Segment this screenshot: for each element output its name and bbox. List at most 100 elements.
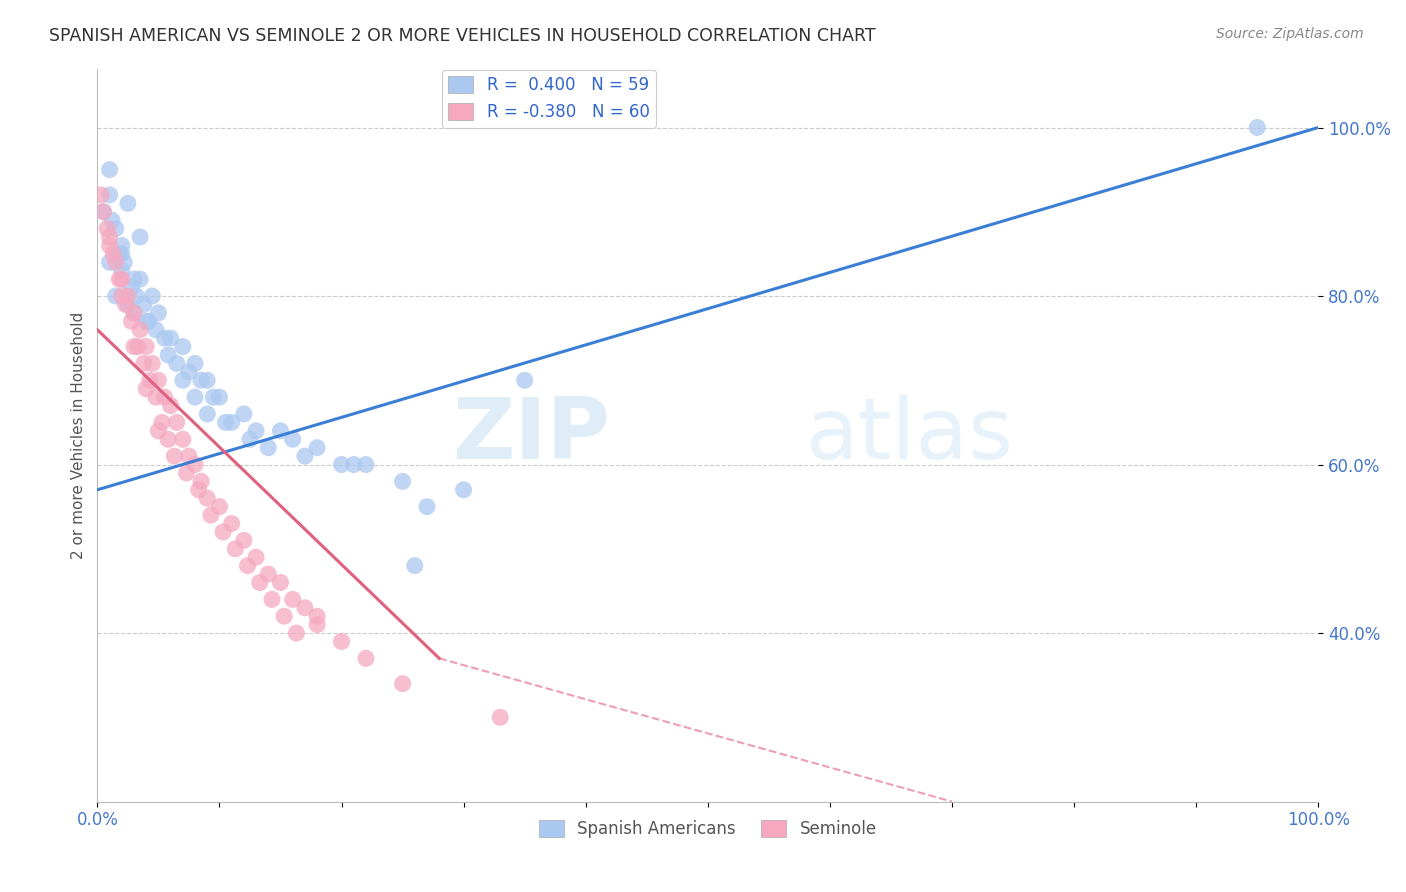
Point xyxy=(257,567,280,582)
Point xyxy=(125,289,148,303)
Point xyxy=(122,306,145,320)
Point xyxy=(111,247,134,261)
Point xyxy=(90,188,112,202)
Point xyxy=(122,340,145,354)
Point xyxy=(153,390,176,404)
Point xyxy=(112,255,135,269)
Point xyxy=(157,432,180,446)
Legend: Spanish Americans, Seminole: Spanish Americans, Seminole xyxy=(533,813,883,845)
Point xyxy=(157,348,180,362)
Point xyxy=(257,441,280,455)
Point xyxy=(307,609,329,624)
Point xyxy=(129,272,152,286)
Point xyxy=(122,306,145,320)
Point xyxy=(166,416,188,430)
Point xyxy=(190,373,212,387)
Point xyxy=(121,280,143,294)
Point xyxy=(159,331,181,345)
Point xyxy=(104,221,127,235)
Point xyxy=(114,297,136,311)
Point xyxy=(391,475,413,489)
Point xyxy=(139,373,162,387)
Point xyxy=(184,356,207,370)
Point xyxy=(416,500,439,514)
Point xyxy=(135,382,157,396)
Point xyxy=(129,323,152,337)
Point xyxy=(285,626,308,640)
Point xyxy=(111,238,134,252)
Point xyxy=(98,255,121,269)
Point xyxy=(172,340,194,354)
Point xyxy=(391,676,413,690)
Point xyxy=(195,491,218,506)
Text: atlas: atlas xyxy=(806,393,1014,476)
Point xyxy=(135,314,157,328)
Point xyxy=(172,373,194,387)
Point xyxy=(108,272,131,286)
Point xyxy=(122,272,145,286)
Point xyxy=(260,592,283,607)
Point xyxy=(200,508,222,522)
Point xyxy=(221,416,243,430)
Point xyxy=(121,314,143,328)
Point xyxy=(212,524,235,539)
Point xyxy=(148,373,170,387)
Point xyxy=(232,407,254,421)
Point xyxy=(202,390,225,404)
Point xyxy=(269,575,291,590)
Point xyxy=(138,314,160,328)
Point xyxy=(108,247,131,261)
Point xyxy=(184,390,207,404)
Point xyxy=(132,356,155,370)
Point xyxy=(195,373,218,387)
Point xyxy=(93,204,115,219)
Point xyxy=(249,575,271,590)
Point xyxy=(150,416,173,430)
Point xyxy=(453,483,475,497)
Point xyxy=(307,441,329,455)
Point xyxy=(294,449,316,463)
Point xyxy=(195,407,218,421)
Point xyxy=(330,634,353,648)
Point xyxy=(245,424,267,438)
Point xyxy=(269,424,291,438)
Point xyxy=(93,204,115,219)
Point xyxy=(117,297,139,311)
Point xyxy=(208,500,231,514)
Point xyxy=(236,558,259,573)
Point xyxy=(281,592,304,607)
Point xyxy=(513,373,536,387)
Point xyxy=(232,533,254,548)
Point xyxy=(214,416,236,430)
Text: Source: ZipAtlas.com: Source: ZipAtlas.com xyxy=(1216,27,1364,41)
Point xyxy=(294,600,316,615)
Point xyxy=(354,651,377,665)
Point xyxy=(148,424,170,438)
Point xyxy=(208,390,231,404)
Point xyxy=(98,188,121,202)
Point xyxy=(1246,120,1268,135)
Text: SPANISH AMERICAN VS SEMINOLE 2 OR MORE VEHICLES IN HOUSEHOLD CORRELATION CHART: SPANISH AMERICAN VS SEMINOLE 2 OR MORE V… xyxy=(49,27,876,45)
Point xyxy=(103,247,125,261)
Point xyxy=(104,289,127,303)
Point xyxy=(177,449,200,463)
Point xyxy=(163,449,186,463)
Point xyxy=(221,516,243,531)
Point xyxy=(153,331,176,345)
Point xyxy=(148,306,170,320)
Point xyxy=(129,230,152,244)
Point xyxy=(101,213,124,227)
Point xyxy=(177,365,200,379)
Point xyxy=(98,162,121,177)
Point xyxy=(111,289,134,303)
Point xyxy=(127,340,149,354)
Point xyxy=(166,356,188,370)
Point xyxy=(145,390,167,404)
Point xyxy=(239,432,262,446)
Point xyxy=(98,230,121,244)
Point xyxy=(190,475,212,489)
Point xyxy=(172,432,194,446)
Point xyxy=(145,323,167,337)
Point xyxy=(111,272,134,286)
Point xyxy=(117,289,139,303)
